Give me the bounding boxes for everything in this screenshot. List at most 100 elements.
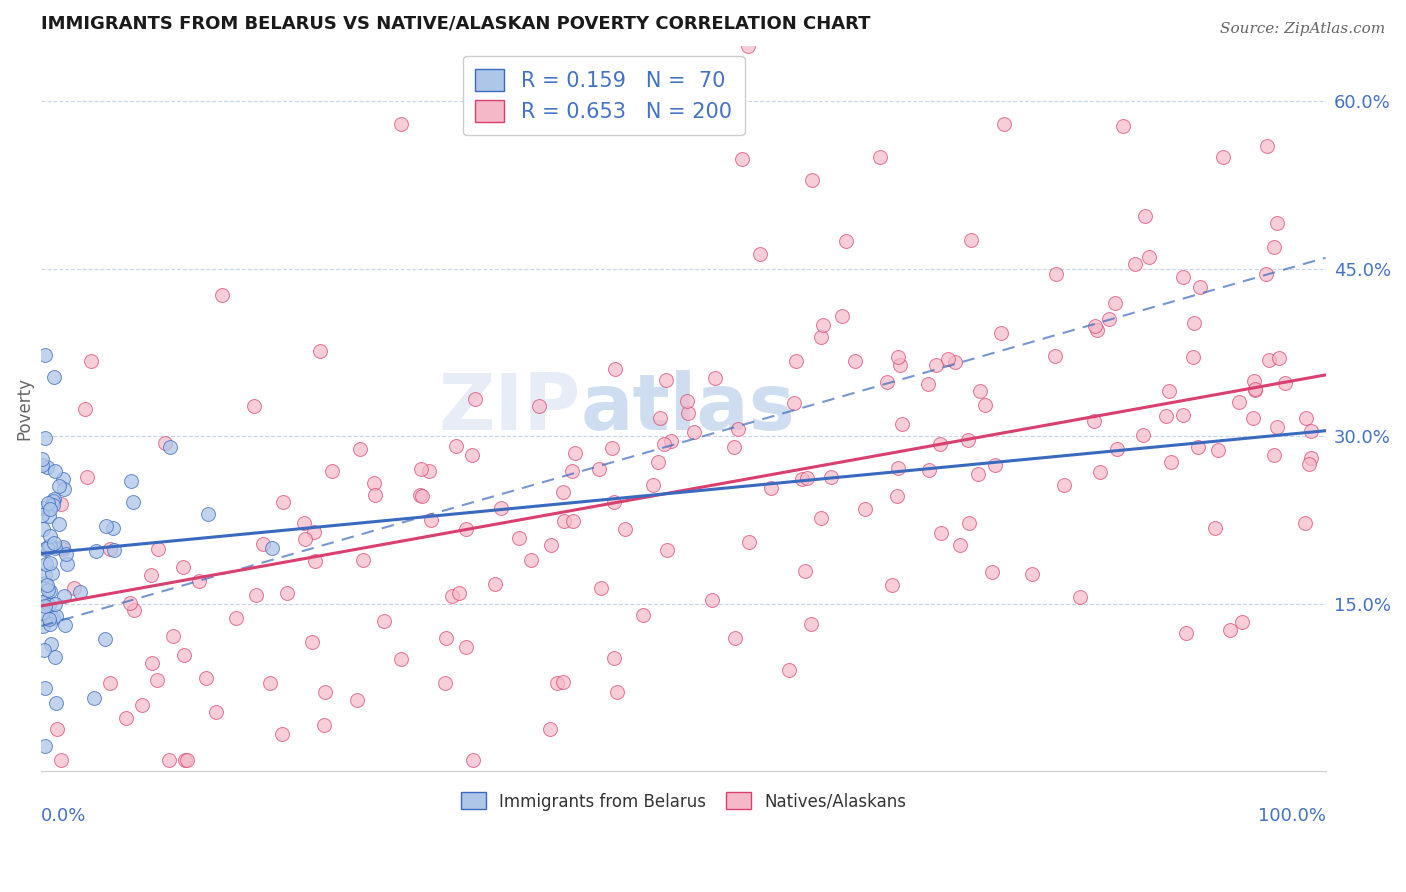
Point <box>1241 411 1264 425</box>
Point <box>1188 280 1211 294</box>
Point <box>270 727 292 741</box>
Point <box>389 651 412 665</box>
Point <box>759 481 782 495</box>
Point <box>1265 216 1288 230</box>
Point <box>292 516 315 530</box>
Point <box>1230 615 1253 630</box>
Point <box>44 464 66 478</box>
Point <box>120 596 142 610</box>
Point <box>31 607 53 621</box>
Point <box>53 589 76 603</box>
Point <box>155 436 177 450</box>
Point <box>204 705 226 719</box>
Point <box>80 354 103 368</box>
Point <box>918 463 941 477</box>
Point <box>540 538 562 552</box>
Point <box>124 603 146 617</box>
Point <box>31 595 53 609</box>
Point <box>35 541 58 556</box>
Legend: Immigrants from Belarus, Natives/Alaskans: Immigrants from Belarus, Natives/Alaskan… <box>454 786 912 817</box>
Point <box>1204 521 1226 535</box>
Point <box>174 753 197 767</box>
Point <box>38 617 60 632</box>
Point <box>882 578 904 592</box>
Point <box>936 352 959 367</box>
Point <box>211 288 233 302</box>
Point <box>633 608 655 623</box>
Point <box>1160 455 1182 469</box>
Point <box>37 583 59 598</box>
Point <box>38 539 60 553</box>
Point <box>352 553 374 567</box>
Point <box>304 554 326 568</box>
Point <box>748 246 770 260</box>
Point <box>38 556 60 570</box>
Point <box>389 117 412 131</box>
Point <box>48 517 70 532</box>
Point <box>93 632 115 647</box>
Point <box>45 696 67 710</box>
Point <box>1111 119 1133 133</box>
Point <box>409 462 432 476</box>
Point <box>1256 138 1278 153</box>
Point <box>411 489 433 503</box>
Point <box>1133 209 1156 223</box>
Point <box>960 233 983 247</box>
Point <box>34 349 56 363</box>
Point <box>519 553 541 567</box>
Point <box>561 514 583 528</box>
Point <box>793 564 815 578</box>
Point <box>1244 382 1267 396</box>
Point <box>844 353 866 368</box>
Point <box>34 431 56 445</box>
Point <box>45 608 67 623</box>
Point <box>39 637 62 651</box>
Point <box>461 448 484 462</box>
Point <box>408 488 430 502</box>
Point <box>886 489 908 503</box>
Point <box>456 522 478 536</box>
Point <box>42 536 65 550</box>
Point <box>1182 351 1205 365</box>
Point <box>676 406 699 420</box>
Point <box>800 172 823 186</box>
Point <box>561 464 583 478</box>
Point <box>364 488 387 502</box>
Point <box>724 632 747 646</box>
Point <box>1175 626 1198 640</box>
Point <box>146 541 169 556</box>
Point <box>120 474 142 488</box>
Point <box>76 470 98 484</box>
Point <box>131 698 153 713</box>
Point <box>84 543 107 558</box>
Point <box>553 485 575 500</box>
Point <box>1069 590 1091 604</box>
Point <box>433 675 456 690</box>
Point <box>508 531 530 545</box>
Point <box>42 369 65 384</box>
Point <box>778 664 800 678</box>
Point <box>314 685 336 699</box>
Point <box>591 581 613 595</box>
Point <box>363 476 385 491</box>
Point <box>891 417 914 431</box>
Point <box>723 440 745 454</box>
Point <box>731 153 754 167</box>
Point <box>834 234 856 248</box>
Point <box>659 434 682 448</box>
Point <box>614 522 637 536</box>
Point <box>1263 449 1285 463</box>
Point <box>546 676 568 690</box>
Text: Source: ZipAtlas.com: Source: ZipAtlas.com <box>1219 22 1385 37</box>
Point <box>32 643 55 657</box>
Point <box>993 117 1015 131</box>
Point <box>34 681 56 696</box>
Point <box>454 640 477 654</box>
Point <box>820 470 842 484</box>
Point <box>869 150 891 164</box>
Point <box>52 540 75 554</box>
Point <box>928 436 950 450</box>
Point <box>31 451 53 466</box>
Point <box>243 399 266 413</box>
Point <box>53 482 76 496</box>
